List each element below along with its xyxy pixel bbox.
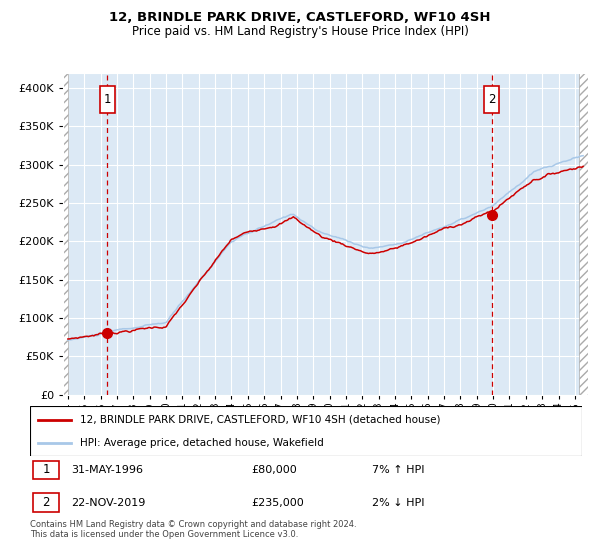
- Text: HPI: Average price, detached house, Wakefield: HPI: Average price, detached house, Wake…: [80, 438, 323, 448]
- Text: 2% ↓ HPI: 2% ↓ HPI: [372, 498, 425, 507]
- Bar: [63, 73, 68, 395]
- Text: 1: 1: [104, 93, 111, 106]
- FancyBboxPatch shape: [33, 461, 59, 479]
- Text: 31-MAY-1996: 31-MAY-1996: [71, 465, 143, 475]
- Text: 22-NOV-2019: 22-NOV-2019: [71, 498, 146, 507]
- Text: 12, BRINDLE PARK DRIVE, CASTLEFORD, WF10 4SH: 12, BRINDLE PARK DRIVE, CASTLEFORD, WF10…: [109, 11, 491, 24]
- FancyBboxPatch shape: [100, 86, 115, 113]
- FancyBboxPatch shape: [33, 493, 59, 512]
- Text: Contains HM Land Registry data © Crown copyright and database right 2024.
This d: Contains HM Land Registry data © Crown c…: [30, 520, 356, 539]
- Text: 12, BRINDLE PARK DRIVE, CASTLEFORD, WF10 4SH (detached house): 12, BRINDLE PARK DRIVE, CASTLEFORD, WF10…: [80, 414, 440, 424]
- Text: £235,000: £235,000: [251, 498, 304, 507]
- Text: 1: 1: [42, 464, 50, 477]
- Bar: [579, 73, 588, 395]
- Text: Price paid vs. HM Land Registry's House Price Index (HPI): Price paid vs. HM Land Registry's House …: [131, 25, 469, 38]
- FancyBboxPatch shape: [484, 86, 499, 113]
- Text: 7% ↑ HPI: 7% ↑ HPI: [372, 465, 425, 475]
- Text: 2: 2: [488, 93, 495, 106]
- Text: £80,000: £80,000: [251, 465, 296, 475]
- Text: 2: 2: [42, 496, 50, 509]
